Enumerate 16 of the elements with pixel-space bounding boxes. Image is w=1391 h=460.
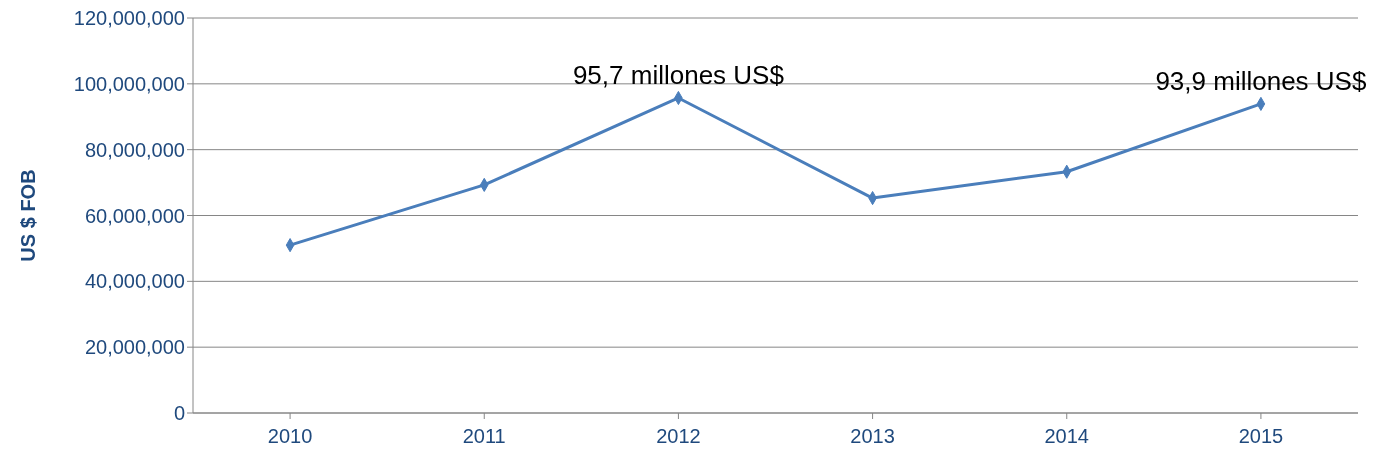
y-tick-label: 100,000,000 <box>73 72 185 95</box>
y-tick-label: 60,000,000 <box>84 204 185 227</box>
x-tick-label: 2010 <box>267 425 313 448</box>
annotation: 93,9 millones US$ <box>1155 65 1367 96</box>
x-tick-label: 2012 <box>656 425 701 448</box>
y-tick-label: 0 <box>173 402 185 425</box>
x-tick-label: 2011 <box>462 425 506 448</box>
annotation: 95,7 millones US$ <box>572 59 785 90</box>
x-tick-label: 2013 <box>850 425 895 448</box>
x-tick-label: 2015 <box>1238 425 1284 448</box>
y-tick-label: 40,000,000 <box>84 270 185 293</box>
y-axis-title: US $ FOB <box>17 169 40 262</box>
y-tick-label: 80,000,000 <box>84 138 185 161</box>
y-tick-label: 120,000,000 <box>73 7 185 30</box>
x-tick-label: 2014 <box>1044 425 1089 448</box>
y-tick-label: 20,000,000 <box>84 336 185 359</box>
